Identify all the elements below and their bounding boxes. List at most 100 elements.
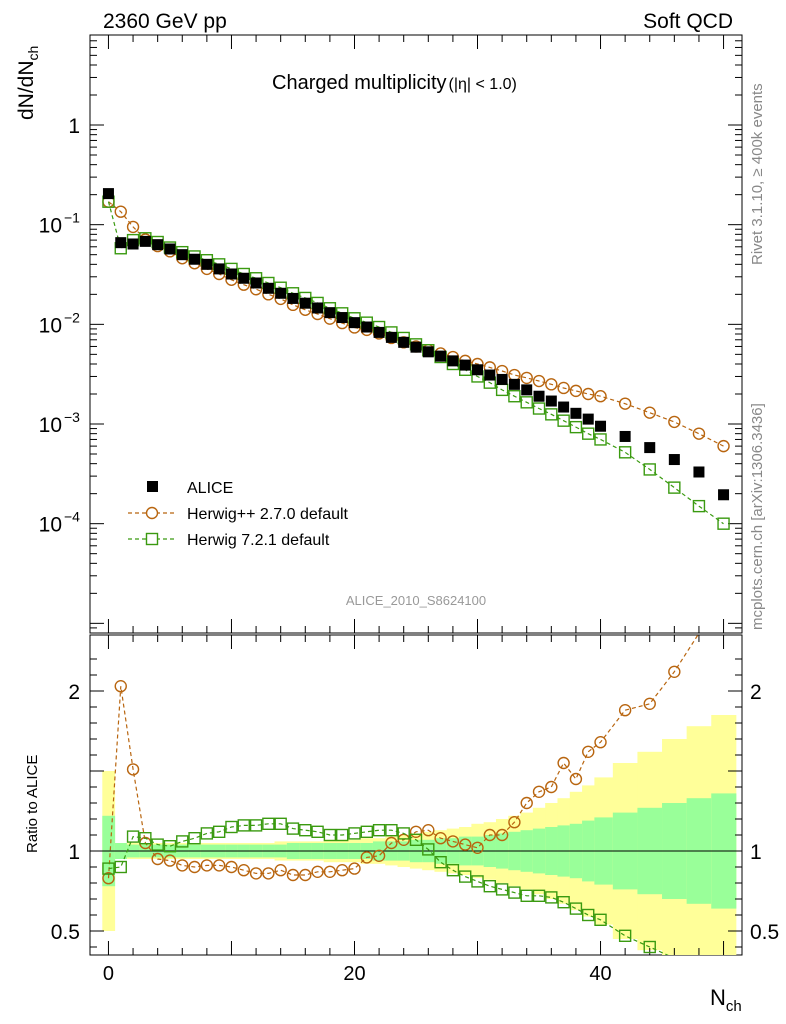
herwigpp-ratio-point (299, 868, 312, 882)
herwig7-point (618, 446, 632, 459)
herwig7-ratio-point (102, 862, 115, 875)
herwigpp-ratio-point (126, 763, 140, 776)
alice-point (201, 258, 213, 270)
alice-point (361, 321, 373, 333)
herwigpp-ratio-point (151, 852, 164, 866)
herwigpp-ratio-point (582, 745, 595, 758)
alice-point (299, 297, 311, 309)
herwigpp-point (557, 381, 570, 395)
herwigpp-ratio-point (335, 864, 349, 877)
herwig7-ratio-point (434, 856, 447, 869)
alice-point (570, 407, 582, 419)
herwigpp-ratio-point (594, 736, 607, 749)
herwig7-ratio-point (176, 835, 189, 848)
ratio-y-tick-label-right: 2 (750, 681, 762, 704)
herwig7-ratio-point (495, 883, 509, 896)
y-tick-label: 1 (68, 115, 80, 138)
herwigpp-ratio-point (311, 865, 324, 878)
herwigpp-point (126, 220, 140, 234)
herwig7-point (643, 463, 656, 476)
herwigpp-ratio-point (348, 862, 361, 875)
herwigpp-ratio-point (262, 867, 275, 880)
herwig7-ratio-point (459, 870, 472, 883)
herwig7-point (717, 517, 730, 530)
herwig7-ratio-point (508, 886, 521, 899)
herwig7-ratio-point (372, 824, 386, 837)
x-tick-label: 20 (343, 963, 365, 985)
legend-label-herwig7: Herwig 7.2.1 default (187, 532, 330, 549)
legend-herwig7-marker (145, 532, 159, 546)
alice-point (225, 268, 237, 280)
alice-point (508, 378, 520, 390)
herwig7-ratio-point (212, 825, 226, 838)
alice-point (189, 253, 201, 265)
herwig7-ratio-point (520, 889, 533, 902)
herwigpp-ratio-point (643, 697, 656, 710)
alice-point (275, 287, 287, 299)
herwigpp-ratio-point (274, 864, 287, 877)
y-tick-exponent: −3 (64, 409, 80, 425)
plot-title: Charged multiplicity (|η| < 1.0) (272, 72, 517, 94)
alice-point (176, 249, 188, 261)
alice-point (410, 341, 422, 353)
herwig7-ratio-point (582, 908, 595, 922)
ratio-y-axis-label: Ratio to ALICE (24, 755, 41, 853)
alice-point (422, 346, 434, 358)
herwigpp-ratio-point (434, 832, 447, 845)
process-label: Soft QCD (643, 10, 733, 33)
legend-alice-marker (147, 481, 158, 492)
alice-point (127, 238, 139, 250)
herwigpp-ratio-point (323, 865, 337, 878)
analysis-id: ALICE_2010_S8624100 (346, 593, 486, 608)
alice-point (336, 312, 348, 324)
herwig7-ratio-point (188, 832, 201, 845)
herwig7-ratio-point (200, 827, 214, 840)
alice-point (484, 369, 496, 381)
herwigpp-ratio-point (520, 796, 533, 810)
alice-point (644, 442, 656, 454)
herwig7-ratio-point (126, 830, 140, 843)
herwigpp-ratio-point (471, 841, 484, 854)
alice-point (521, 384, 533, 396)
herwig7-ratio-point (483, 880, 497, 893)
plot-title-suffix: (|η| < 1.0) (449, 76, 517, 93)
y-tick-exponent: −4 (64, 509, 80, 525)
herwig7-point (668, 481, 681, 494)
legend-herwigpp-marker (145, 506, 159, 520)
herwig7-ratio-point (323, 828, 337, 842)
herwigpp-ratio-point (372, 849, 386, 862)
uncertainty-band (102, 715, 737, 955)
herwigpp-ratio-point (459, 838, 472, 851)
herwigpp-ratio-point (545, 780, 558, 794)
alice-point (102, 188, 114, 200)
alice-point (312, 302, 324, 314)
herwigpp-ratio-point (422, 824, 435, 837)
herwig7-point (594, 433, 607, 446)
herwigpp-ratio-point (483, 828, 497, 842)
herwig7-ratio-point (286, 822, 300, 835)
herwig7-ratio-point (360, 825, 373, 838)
ratio-frame (89, 634, 743, 956)
y-tick-label: 10 (39, 514, 62, 537)
herwig7-ratio-point (237, 819, 250, 832)
herwigpp-ratio-point (225, 860, 238, 874)
ratio-y-tick-label-right: 0.5 (750, 921, 779, 944)
alice-point (472, 364, 484, 376)
herwigpp-ratio-point (163, 854, 177, 867)
plot-title-main: Charged multiplicity (272, 72, 447, 94)
alice-point (447, 355, 459, 367)
herwig7-ratio-point (299, 824, 312, 837)
herwigpp-ratio-point (668, 665, 681, 678)
y-tick-label: 10 (39, 414, 62, 437)
herwig7-ratio-point (545, 891, 558, 904)
herwig7-ratio-point (643, 940, 656, 954)
herwig7-point (545, 408, 558, 421)
energy-label: 2360 GeV pp (103, 10, 227, 33)
ratio-panel-series (102, 635, 699, 955)
alice-point (164, 243, 176, 255)
herwig7-ratio-point (397, 827, 410, 840)
herwig7-point (557, 414, 570, 427)
alice-point (718, 489, 730, 501)
herwigpp-point (545, 378, 558, 391)
